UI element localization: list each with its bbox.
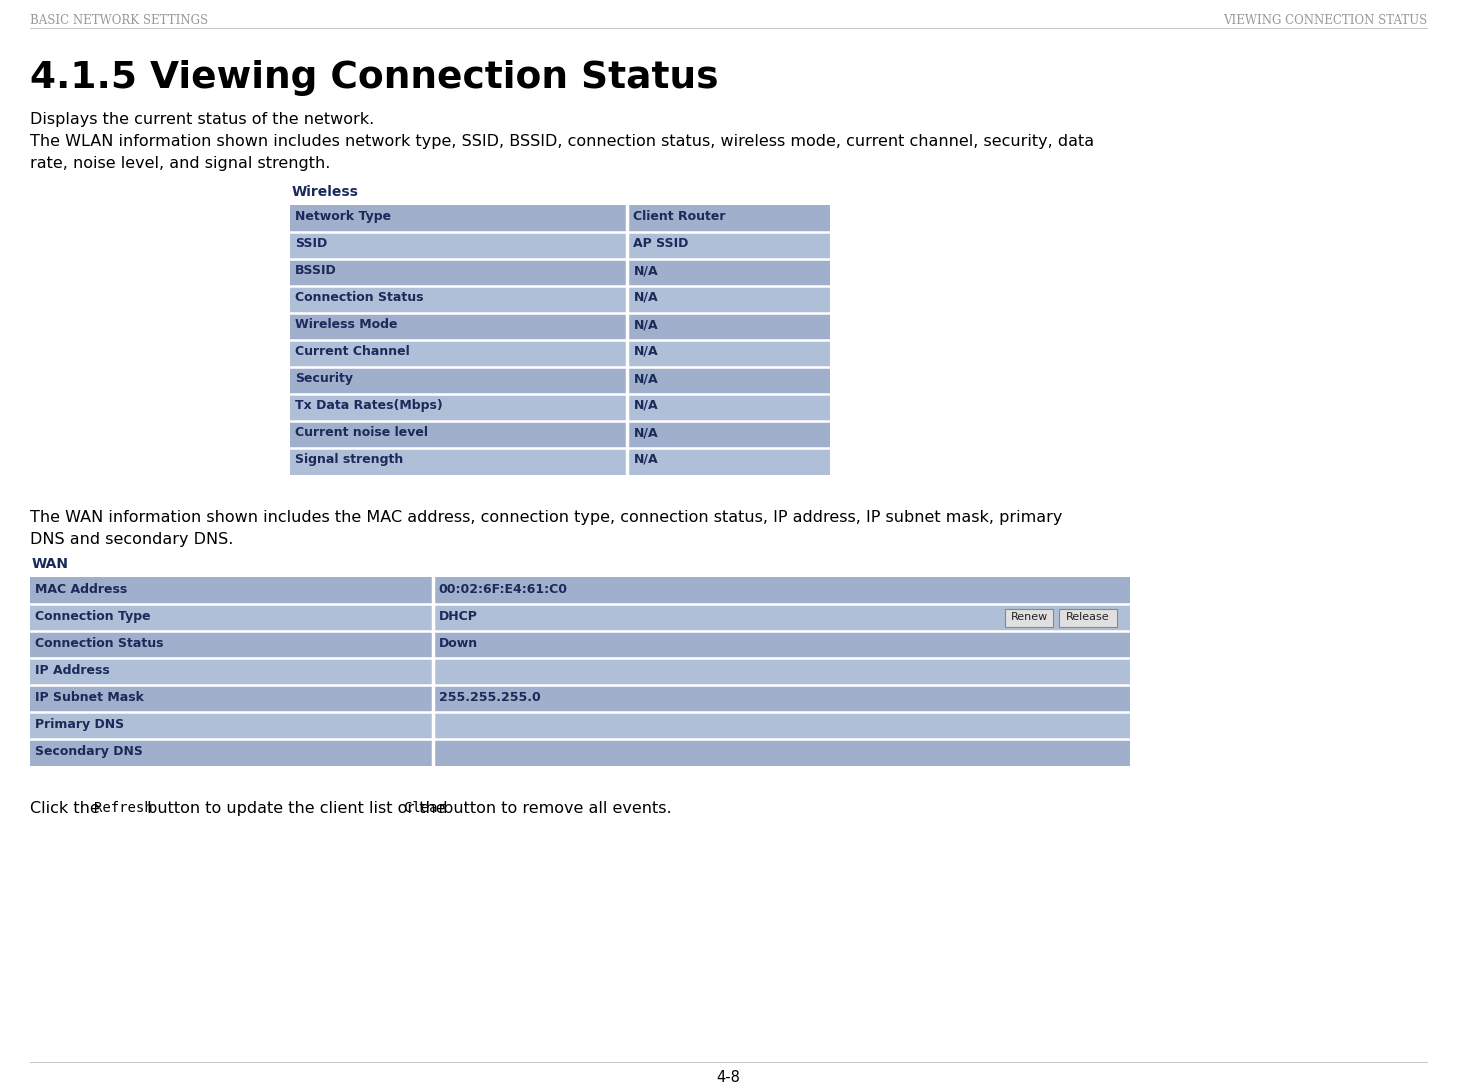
Bar <box>31 631 431 658</box>
FancyBboxPatch shape <box>1059 608 1118 627</box>
Text: Secondary DNS: Secondary DNS <box>35 744 143 758</box>
Bar <box>434 577 1131 604</box>
Text: Clear: Clear <box>404 801 446 815</box>
Text: Renew: Renew <box>1010 613 1048 622</box>
Bar <box>628 340 830 367</box>
Text: Release: Release <box>1067 613 1110 622</box>
Text: N/A: N/A <box>634 426 659 439</box>
Text: Signal strength: Signal strength <box>294 453 404 467</box>
Text: N/A: N/A <box>634 453 659 467</box>
FancyBboxPatch shape <box>1005 608 1053 627</box>
Bar <box>290 393 627 421</box>
Text: Current noise level: Current noise level <box>294 426 428 439</box>
Bar <box>290 286 627 313</box>
Bar <box>31 712 431 739</box>
Text: BSSID: BSSID <box>294 264 337 277</box>
Text: 00:02:6F:E4:61:C0: 00:02:6F:E4:61:C0 <box>439 583 567 596</box>
Text: rate, noise level, and signal strength.: rate, noise level, and signal strength. <box>31 156 331 171</box>
Text: VIEWING CONNECTION STATUS: VIEWING CONNECTION STATUS <box>1222 14 1426 27</box>
Bar <box>628 367 830 393</box>
Text: BASIC NETWORK SETTINGS: BASIC NETWORK SETTINGS <box>31 14 208 27</box>
Bar <box>434 604 1131 631</box>
Text: Refresh: Refresh <box>95 801 153 815</box>
Bar <box>290 448 627 475</box>
Text: Wireless Mode: Wireless Mode <box>294 318 398 331</box>
Bar <box>290 259 627 286</box>
Bar <box>290 340 627 367</box>
Bar <box>290 232 627 259</box>
Bar <box>31 604 431 631</box>
Bar <box>31 577 431 604</box>
Bar <box>434 631 1131 658</box>
Text: 4.1.5 Viewing Connection Status: 4.1.5 Viewing Connection Status <box>31 60 718 96</box>
Bar <box>628 232 830 259</box>
Text: Security: Security <box>294 372 353 385</box>
Bar <box>31 658 431 685</box>
Text: Network Type: Network Type <box>294 210 390 223</box>
Text: DNS and secondary DNS.: DNS and secondary DNS. <box>31 532 233 547</box>
Text: The WAN information shown includes the MAC address, connection type, connection : The WAN information shown includes the M… <box>31 510 1062 525</box>
Text: N/A: N/A <box>634 264 659 277</box>
Text: Click the: Click the <box>31 801 105 816</box>
Text: N/A: N/A <box>634 399 659 412</box>
Text: 255.255.255.0: 255.255.255.0 <box>439 691 541 704</box>
Text: IP Address: IP Address <box>35 664 109 677</box>
Text: Connection Status: Connection Status <box>294 291 424 304</box>
Bar <box>31 739 431 766</box>
Text: SSID: SSID <box>294 237 328 250</box>
Bar <box>290 313 627 340</box>
Text: Connection Type: Connection Type <box>35 610 150 623</box>
Text: button to update the client list or the: button to update the client list or the <box>141 801 450 816</box>
Bar <box>290 367 627 393</box>
Text: Primary DNS: Primary DNS <box>35 718 124 731</box>
Bar <box>434 658 1131 685</box>
Bar <box>434 739 1131 766</box>
Text: Tx Data Rates(Mbps): Tx Data Rates(Mbps) <box>294 399 443 412</box>
Text: N/A: N/A <box>634 346 659 358</box>
Bar <box>290 421 627 448</box>
Bar <box>290 205 627 232</box>
Bar <box>31 685 431 712</box>
Text: Down: Down <box>439 637 478 650</box>
Text: button to remove all events.: button to remove all events. <box>439 801 672 816</box>
Text: Client Router: Client Router <box>634 210 726 223</box>
Bar <box>628 286 830 313</box>
Text: IP Subnet Mask: IP Subnet Mask <box>35 691 144 704</box>
Text: Connection Status: Connection Status <box>35 637 163 650</box>
Bar <box>434 712 1131 739</box>
Bar <box>628 421 830 448</box>
Text: The WLAN information shown includes network type, SSID, BSSID, connection status: The WLAN information shown includes netw… <box>31 134 1094 149</box>
Bar <box>628 205 830 232</box>
Bar <box>434 685 1131 712</box>
Text: N/A: N/A <box>634 372 659 385</box>
Text: MAC Address: MAC Address <box>35 583 127 596</box>
Text: WAN: WAN <box>32 557 68 571</box>
Text: Current Channel: Current Channel <box>294 346 409 358</box>
Text: N/A: N/A <box>634 318 659 331</box>
Text: N/A: N/A <box>634 291 659 304</box>
Text: Displays the current status of the network.: Displays the current status of the netwo… <box>31 112 374 128</box>
Text: AP SSID: AP SSID <box>634 237 689 250</box>
Bar <box>628 393 830 421</box>
Text: Wireless: Wireless <box>291 185 358 199</box>
Bar <box>628 448 830 475</box>
Text: DHCP: DHCP <box>439 610 478 623</box>
Bar <box>628 313 830 340</box>
Text: 4-8: 4-8 <box>715 1070 740 1085</box>
Bar <box>628 259 830 286</box>
